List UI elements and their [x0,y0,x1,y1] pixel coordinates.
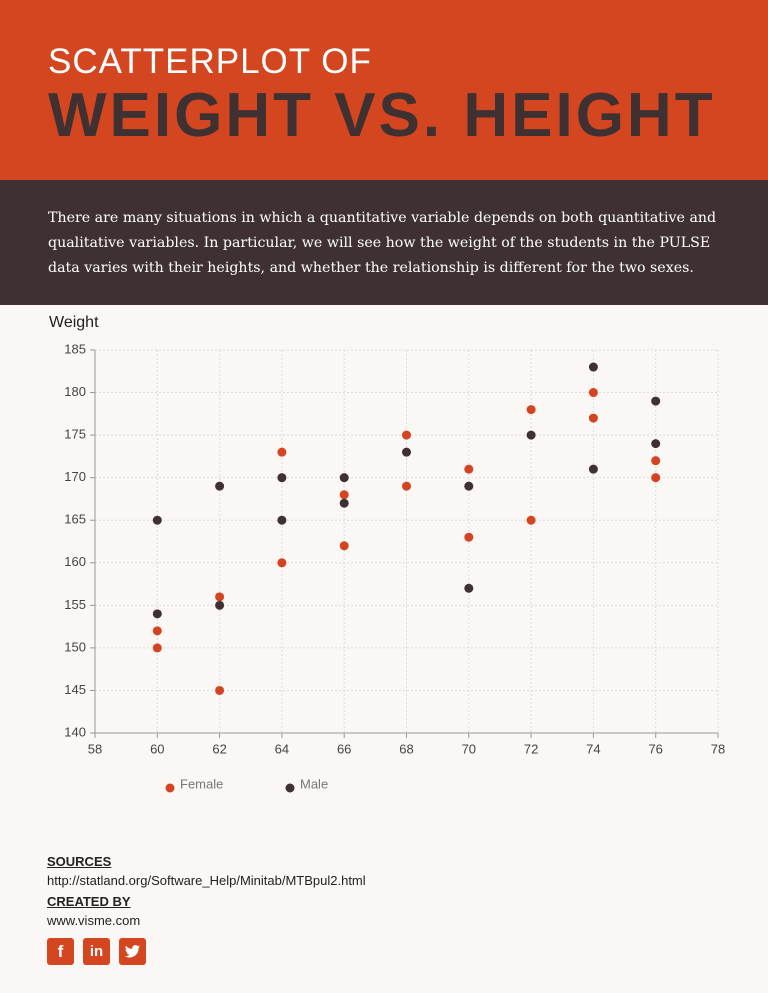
x-tick-label: 64 [275,741,289,756]
twitter-icon[interactable] [119,938,146,965]
point [464,464,474,474]
x-tick-label: 58 [88,741,102,756]
title-line1: SCATTERPLOT OF [48,42,372,81]
y-tick-label: 180 [64,384,86,399]
legend-marker [165,783,175,793]
x-tick-label: 66 [337,741,351,756]
x-tick-label: 70 [462,741,476,756]
point [464,481,474,491]
point [152,626,162,636]
x-tick-label: 62 [212,741,226,756]
y-tick-label: 160 [64,554,86,569]
header: SCATTERPLOT OF WEIGHT VS. HEIGHT [0,0,768,180]
point [651,473,661,483]
point [526,430,536,440]
point [651,396,661,406]
y-tick-label: 140 [64,724,86,739]
sources-url[interactable]: http://statland.org/Software_Help/Minita… [47,873,366,888]
point [464,532,474,542]
point [402,481,411,491]
x-tick-label: 60 [150,741,164,756]
point [215,592,225,602]
x-tick-label: 76 [648,741,662,756]
point [339,490,349,500]
linkedin-icon[interactable]: in [83,938,110,965]
y-tick-label: 185 [64,341,86,356]
chart: Weight 140 145 150 155 160 165 170 175 180 185 58 6… [49,314,725,793]
twitter-bird [124,945,140,958]
created-by[interactable]: www.visme.com [47,913,141,928]
y-tick-label: 175 [64,427,86,442]
point [526,515,536,525]
point [588,362,598,372]
legend-label: Male [300,776,328,791]
point [339,498,349,508]
point [152,609,162,619]
point [588,388,598,398]
title-line2: WEIGHT VS. HEIGHT [48,81,716,150]
y-tick-label: 145 [64,682,86,697]
legend-marker [285,783,295,793]
x-tick-label: 68 [399,741,413,756]
x-tick-label: 78 [711,741,725,756]
facebook-icon[interactable]: f [47,938,74,965]
point [215,600,225,610]
y-tick-label: 155 [64,597,86,612]
y-tick-label: 165 [64,512,86,527]
sources-heading: SOURCES [47,854,112,869]
point [526,405,536,415]
description-band: There are many situations in which a qua… [0,180,768,305]
point [339,473,349,483]
point [464,583,474,593]
point [651,456,661,466]
point [152,515,162,525]
y-tick-label: 150 [64,639,86,654]
created-heading: CREATED BY [47,894,131,909]
point [215,685,225,695]
point [339,541,349,551]
point [402,447,411,457]
x-tick-label: 74 [586,741,600,756]
legend-label: Female [180,776,223,791]
point [402,430,411,440]
point [152,643,162,653]
point [277,558,287,568]
point [277,447,287,457]
x-tick-label: 72 [524,741,538,756]
point [588,413,598,423]
description: There are many situations in which a qua… [48,210,717,276]
point [277,473,287,483]
point [588,464,598,474]
y-axis-label: Weight [49,314,99,331]
y-tick-label: 170 [64,469,86,484]
point [215,481,225,491]
point [277,515,287,525]
point [651,439,661,449]
